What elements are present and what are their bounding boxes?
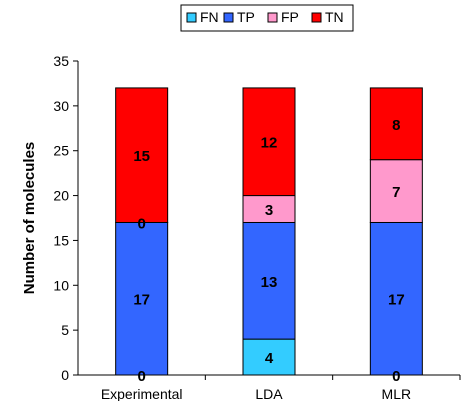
data-label-lda-fp: 3 — [265, 202, 273, 219]
bar-segment-mlr-fp — [369, 159, 423, 223]
y-tick-label: 0 — [61, 367, 69, 383]
bar-segment-mlr-tp — [369, 221, 423, 376]
bars — [115, 87, 423, 376]
bar-segment-lda-tp — [242, 221, 296, 340]
y-tick-label: 20 — [53, 188, 69, 204]
data-label-lda-fn: 4 — [265, 350, 274, 367]
bar-segment-experimental-tn — [115, 87, 169, 223]
bar-segment-lda-fp — [242, 195, 296, 223]
y-tick-label: 15 — [53, 232, 69, 248]
data-label-mlr-tp: 17 — [388, 292, 405, 309]
y-tick-label: 10 — [53, 277, 69, 293]
legend-label-tn: TN — [325, 9, 344, 25]
legend: FN TP FP TN — [180, 4, 354, 32]
legend-swatch-tn — [311, 12, 322, 23]
legend-swatch-fn — [186, 12, 197, 23]
x-category-label-lda: LDA — [255, 386, 283, 401]
y-tick-label: 5 — [61, 322, 69, 338]
legend-box — [180, 4, 354, 32]
data-label-experimental-tp: 17 — [133, 292, 150, 309]
x-axis: Experimental LDA MLR — [78, 374, 461, 401]
data-label-mlr-fn: 0 — [392, 368, 400, 385]
data-label-experimental-tn: 15 — [133, 148, 150, 165]
data-label-experimental-fn: 0 — [137, 368, 145, 385]
data-label-experimental-fp: 0 — [137, 215, 145, 232]
y-tick-label: 25 — [53, 143, 69, 159]
data-label-lda-tp: 13 — [261, 274, 278, 291]
legend-swatch-fp — [267, 12, 278, 23]
legend-label-fn: FN — [200, 9, 219, 25]
y-tick-label: 30 — [53, 98, 69, 114]
legend-label-tp: TP — [237, 9, 255, 25]
bar-segment-mlr-tn — [369, 87, 423, 161]
data-label-lda-tn: 12 — [261, 135, 278, 152]
x-category-label-mlr: MLR — [382, 386, 412, 401]
legend-swatch-tp — [223, 12, 234, 23]
data-label-mlr-fp: 7 — [392, 184, 400, 201]
x-category-label-experimental: Experimental — [101, 386, 183, 401]
y-axis-title: Number of molecules — [21, 142, 38, 295]
y-tick-label: 35 — [53, 53, 69, 69]
bar-segment-lda-tn — [242, 87, 296, 197]
y-axis: 0 5 10 15 20 25 30 35 — [53, 53, 79, 383]
data-label-mlr-tn: 8 — [392, 117, 400, 134]
data-labels: 0 17 0 15 4 13 3 12 0 17 7 8 — [133, 117, 404, 385]
legend-label-fp: FP — [281, 9, 299, 25]
